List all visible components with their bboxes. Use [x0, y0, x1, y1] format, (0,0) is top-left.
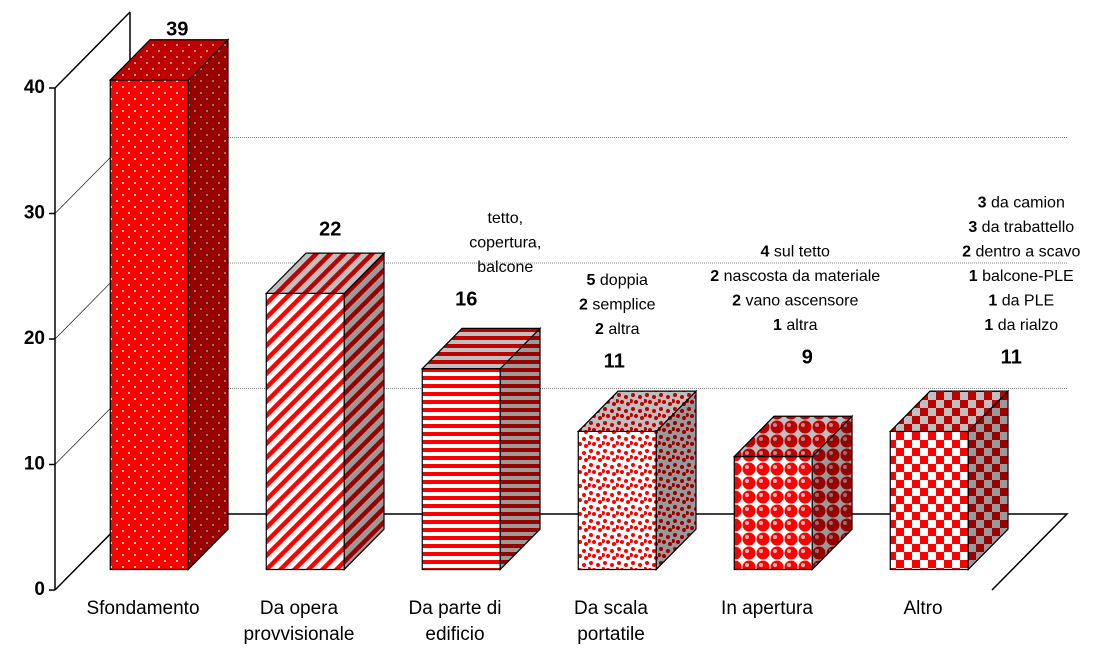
annotation-count: 2: [595, 321, 604, 338]
bar-top-shade: [110, 39, 228, 81]
annotation: tetto,: [487, 210, 523, 227]
annotation-text: doppia: [600, 272, 648, 289]
annotation: 5 doppia: [587, 272, 649, 289]
annotation-text: balcone-PLE: [982, 268, 1074, 285]
bar-front: [109, 79, 189, 571]
x-tick-label: Da opera provvisionale: [244, 598, 355, 645]
bar-top: [732, 415, 854, 458]
annotation: balcone: [477, 259, 533, 276]
annotation: 1 da rialzo: [984, 317, 1058, 334]
y-tick-label: 10: [24, 454, 45, 475]
x-tick-label: In apertura: [721, 598, 813, 619]
bar-front: [265, 292, 345, 571]
annotation-text: da rialzo: [998, 317, 1059, 334]
annotation-text: dentro a scavo: [975, 244, 1080, 261]
annotation: 3 da camion: [978, 195, 1065, 212]
annotation: 2 nascosta da materiale: [710, 268, 880, 285]
bar: [576, 389, 698, 571]
bar-side-shade: [812, 416, 852, 570]
annotation: 1 da PLE: [988, 293, 1054, 310]
y-tick-label: 0: [34, 579, 45, 600]
bar: [732, 414, 854, 571]
annotation-text: da PLE: [1002, 293, 1054, 310]
bar: [420, 326, 542, 571]
y-tick-label: 20: [24, 328, 45, 349]
value-label: 11: [604, 350, 625, 372]
bar-top: [888, 390, 1010, 433]
annotation-count: 2: [962, 244, 971, 261]
bar-front: [577, 430, 657, 571]
value-label: 22: [319, 218, 341, 240]
annotation: 3 da trabattello: [968, 219, 1074, 236]
annotation-count: 1: [988, 293, 997, 310]
x-tick-label: Altro: [903, 598, 942, 619]
bar-front: [889, 430, 969, 571]
y-tick-label: 40: [24, 77, 45, 98]
bar-side-shade: [344, 253, 384, 570]
bar-side-shade: [500, 328, 540, 570]
x-tick-label: Da parte di edificio: [409, 598, 502, 645]
annotation-count: 3: [978, 195, 987, 212]
x-tick-label: Da scala portatile: [574, 598, 648, 645]
bar-top: [576, 390, 698, 433]
bar-side-shade: [656, 391, 696, 570]
annotation-text: semplice: [592, 297, 655, 314]
bar-top-shade: [578, 391, 696, 432]
annotation: 2 vano ascensore: [732, 293, 858, 310]
bar-top-shade: [734, 416, 852, 457]
bar-front: [733, 455, 813, 571]
annotation-text: altra: [786, 317, 817, 334]
y-tick-label: 30: [24, 203, 45, 224]
x-tick-label: Sfondamento: [86, 598, 199, 619]
bar-top-shade: [890, 391, 1008, 432]
bar: [264, 251, 386, 571]
bar-top-shade: [266, 253, 384, 294]
annotation-count: 2: [732, 293, 741, 310]
annotation: 1 altra: [773, 317, 818, 334]
annotation-count: 4: [761, 244, 770, 261]
annotation: 2 dentro a scavo: [962, 244, 1080, 261]
annotation-text: sul tetto: [774, 244, 830, 261]
annotation-count: 1: [969, 268, 978, 285]
bar-front: [421, 368, 501, 571]
annotation-count: 3: [968, 219, 977, 236]
bar-top: [420, 327, 542, 370]
bar-top-shade: [422, 328, 540, 369]
bar-side-shade: [188, 39, 228, 570]
annotation-text: nascosta da materiale: [724, 268, 881, 285]
bar: [888, 389, 1010, 571]
annotation: 2 altra: [595, 321, 640, 338]
value-label: 16: [455, 288, 477, 310]
value-label: 9: [802, 346, 813, 368]
annotation-count: 2: [579, 297, 588, 314]
value-label: 39: [166, 18, 188, 40]
annotation-count: 1: [984, 317, 993, 334]
annotation: copertura,: [469, 235, 541, 252]
bar-side-shade: [968, 391, 1008, 570]
value-label: 11: [1001, 346, 1022, 368]
bar: [108, 38, 230, 571]
y-axis: [54, 11, 131, 590]
annotation-count: 5: [587, 272, 596, 289]
bar-top: [264, 252, 386, 294]
annotation-text: da camion: [991, 195, 1065, 212]
annotation: 4 sul tetto: [761, 244, 830, 261]
annotation-text: vano ascensore: [745, 293, 858, 310]
annotation-text: altra: [608, 321, 639, 338]
annotation-text: da trabattello: [982, 219, 1075, 236]
annotation: 1 balcone-PLE: [969, 268, 1074, 285]
annotation-count: 2: [710, 268, 719, 285]
bar-top: [108, 39, 230, 81]
annotation: 2 semplice: [579, 297, 656, 314]
annotation-count: 1: [773, 317, 782, 334]
